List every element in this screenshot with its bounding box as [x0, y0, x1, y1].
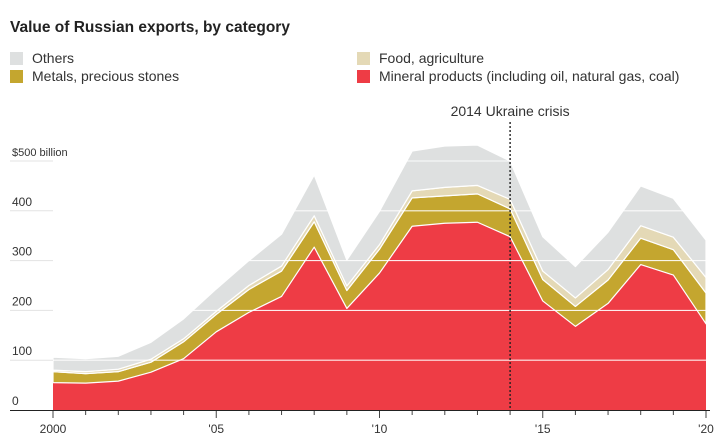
area-series-3 — [52, 144, 707, 373]
x-tick-label-2020: '20 — [698, 422, 714, 436]
legend-label-metals: Metals, precious stones — [32, 68, 180, 84]
annotation-label: 2014 Ukraine crisis — [451, 103, 570, 119]
legend-item-others: Others — [10, 50, 74, 66]
legend-swatch-mineral — [357, 69, 370, 83]
legend-label-food: Food, agriculture — [379, 50, 485, 66]
legend-label-mineral: Mineral products (including oil, natural… — [379, 68, 680, 84]
x-tick-label-2000: 2000 — [40, 422, 67, 436]
area-series-0 — [53, 222, 706, 410]
x-tick-label-2010: '10 — [372, 422, 388, 436]
y-tick-label-0: 0 — [12, 394, 19, 408]
y-tick-label-500: $500 billion — [12, 147, 68, 159]
legend-item-mineral: Mineral products (including oil, natural… — [357, 68, 679, 84]
y-tick-label-100: 100 — [12, 344, 32, 358]
chart-title: Value of Russian exports, by category — [10, 19, 290, 36]
legend-swatch-food — [357, 51, 370, 65]
legend-item-metals: Metals, precious stones — [10, 68, 179, 84]
x-tick-label-2015: '15 — [535, 422, 551, 436]
legend-label-others: Others — [32, 50, 75, 66]
legend-item-food: Food, agriculture — [357, 50, 484, 66]
y-tick-label-400: 400 — [12, 195, 32, 209]
legend-swatch-others — [10, 51, 23, 65]
y-tick-label-200: 200 — [12, 294, 32, 308]
y-tick-label-300: 300 — [12, 245, 32, 259]
x-tick-label-2005: '05 — [208, 422, 224, 436]
legend-swatch-metals — [10, 69, 23, 83]
